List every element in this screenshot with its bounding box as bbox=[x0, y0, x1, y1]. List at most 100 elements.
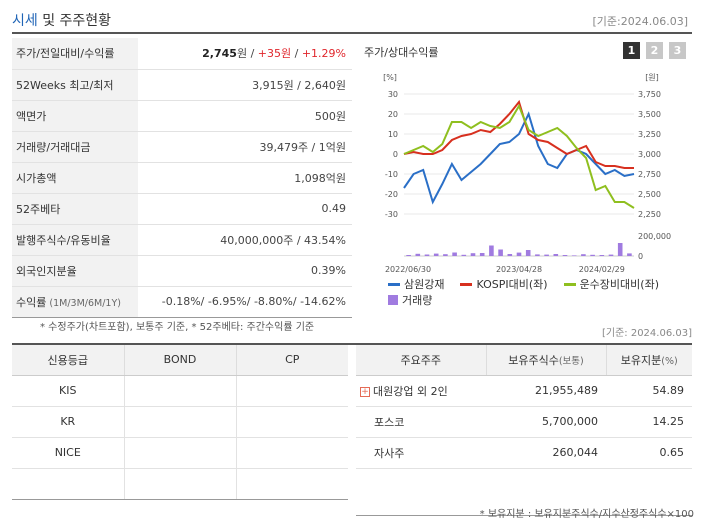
left-tick-label: 20 bbox=[388, 110, 398, 119]
volume-bar bbox=[415, 253, 421, 256]
bond-rating bbox=[123, 406, 236, 438]
quote-value: 39,479주 / 1억원 bbox=[138, 131, 352, 163]
legend-label: 거래량 bbox=[402, 294, 433, 307]
holder-pct: 14.25 bbox=[606, 406, 692, 438]
table-row bbox=[356, 468, 692, 516]
chart-panel: 주가/상대수익률 1 2 3 [%] [원] 30 20 10 0 -10 -20 -30 3,7… bbox=[360, 38, 692, 310]
quote-label: 주가/전일대비/수익률 bbox=[12, 38, 138, 70]
volume-bar bbox=[535, 254, 540, 256]
holder-name bbox=[356, 468, 486, 516]
holder-name[interactable]: 대원강업 외 2인 bbox=[373, 384, 448, 398]
chart-tabs: 1 2 3 bbox=[623, 42, 686, 59]
table-row bbox=[12, 468, 348, 500]
volume-tick-label: 200,000 bbox=[638, 232, 671, 241]
volume-bar bbox=[590, 254, 595, 256]
cp-rating bbox=[235, 468, 348, 500]
chart-tab-1[interactable]: 1 bbox=[623, 42, 640, 59]
legend-swatch bbox=[388, 282, 400, 286]
quote-row: 발행주식수/유동비율 40,000,000주 / 43.54% bbox=[12, 224, 352, 256]
series-line bbox=[403, 111, 635, 205]
chart-title: 주가/상대수익률 bbox=[364, 46, 439, 59]
volume-bar bbox=[424, 254, 430, 256]
change-rate: +1.29% bbox=[301, 47, 346, 61]
series-line bbox=[403, 99, 634, 169]
legend-row: 삼원강재 KOSPI대비(좌) 운수장비대비(좌) bbox=[388, 276, 688, 292]
header-label: 보유지분 bbox=[620, 353, 662, 367]
credit-rating-table: 신용등급 BOND CP KIS KR NICE bbox=[12, 345, 348, 500]
quote-row: 거래량/거래대금 39,479주 / 1억원 bbox=[12, 131, 352, 163]
volume-tick-label: 0 bbox=[638, 252, 643, 261]
reference-date-right: [기준: 2024.06.03] bbox=[601, 328, 692, 339]
rating-agency: KR bbox=[12, 406, 124, 438]
right-tick-label: 2,500 bbox=[638, 190, 661, 199]
legend-item-sector: 운수장비대비(좌) bbox=[563, 276, 659, 292]
expand-plus-icon[interactable]: + bbox=[360, 386, 370, 397]
right-tick-label: 2,750 bbox=[638, 170, 661, 179]
volume-bar bbox=[553, 254, 559, 256]
table-row: 자사주 260,044 0.65 bbox=[356, 437, 692, 469]
chart-tab-3[interactable]: 3 bbox=[669, 42, 686, 59]
section-title: 시세 및 주주현황 bbox=[12, 10, 111, 30]
returns-label: 수익률 bbox=[16, 295, 47, 309]
legend-item-stock: 삼원강재 bbox=[388, 276, 444, 292]
rating-agency: NICE bbox=[12, 437, 124, 469]
column-header: 보유주식수(보통) bbox=[485, 345, 606, 376]
bond-rating bbox=[123, 437, 236, 469]
left-axis-unit: [%] bbox=[383, 73, 397, 82]
column-header: 보유지분(%) bbox=[605, 345, 692, 376]
legend-label: KOSPI대비(좌) bbox=[476, 278, 548, 291]
volume-bar bbox=[479, 253, 485, 256]
volume-bar bbox=[461, 254, 467, 256]
volume-bar bbox=[443, 254, 448, 256]
right-tick-label: 3,750 bbox=[638, 90, 661, 99]
quote-value: 0.39% bbox=[138, 255, 352, 287]
quote-footnote: * 수정주가(차트포함), 보통주 기준, * 52주베타: 주간수익률 기준 bbox=[40, 322, 315, 333]
holder-name-cell: + 대원강업 외 2인 bbox=[356, 375, 486, 407]
quote-row: 52주베타 0.49 bbox=[12, 193, 352, 225]
volume-bar bbox=[525, 250, 531, 256]
left-tick-label: -20 bbox=[385, 190, 398, 199]
holder-name: 포스코 bbox=[356, 406, 486, 438]
quote-value: 3,915원 / 2,640원 bbox=[138, 69, 352, 101]
right-axis-unit: [원] bbox=[645, 73, 659, 82]
volume-bar bbox=[516, 252, 522, 256]
quote-value: 500원 bbox=[138, 100, 352, 132]
credit-header-row: 신용등급 BOND CP bbox=[12, 345, 348, 376]
returns-period-label: (1M/3M/6M/1Y) bbox=[46, 297, 121, 309]
title-rest: 및 주주현황 bbox=[37, 13, 112, 29]
volume-bar bbox=[498, 249, 503, 256]
holder-shares: 5,700,000 bbox=[486, 406, 606, 438]
section-divider bbox=[12, 343, 692, 345]
quote-row: 수익률 (1M/3M/6M/1Y) -0.18%/ -6.95%/ -8.80%… bbox=[12, 286, 352, 318]
quote-label: 외국인지분율 bbox=[12, 255, 138, 287]
holder-pct bbox=[606, 468, 692, 516]
left-tick-label: 0 bbox=[393, 150, 398, 159]
left-tick-label: 30 bbox=[388, 90, 398, 99]
x-tick-label: 2023/04/28 bbox=[496, 265, 542, 274]
quote-value: 40,000,000주 / 43.54% bbox=[138, 224, 352, 256]
header-unit: (보통) bbox=[558, 355, 584, 367]
holder-pct: 54.89 bbox=[606, 375, 692, 407]
volume-bar bbox=[489, 245, 494, 256]
table-row: + 대원강업 외 2인 21,955,489 54.89 bbox=[356, 375, 692, 407]
price-unit: 원 bbox=[236, 47, 248, 61]
quote-label: 시가총액 bbox=[12, 162, 138, 194]
price-change: +35원 bbox=[257, 47, 292, 61]
right-tick-label: 2,250 bbox=[638, 210, 661, 219]
volume-bar bbox=[452, 252, 457, 256]
quote-row: 액면가 500원 bbox=[12, 100, 352, 132]
quote-label: 발행주식수/유동비율 bbox=[12, 224, 138, 256]
rating-agency bbox=[12, 468, 124, 500]
holder-header-row: 주요주주 보유주식수(보통) 보유지분(%) bbox=[356, 345, 692, 376]
quote-label: 수익률 (1M/3M/6M/1Y) bbox=[12, 286, 138, 318]
volume-bar bbox=[599, 255, 605, 256]
volume-bar bbox=[544, 254, 549, 256]
rating-agency: KIS bbox=[12, 375, 124, 407]
legend-swatch bbox=[460, 282, 473, 286]
section-header: 시세 및 주주현황 [기준:2024.06.03] bbox=[12, 8, 692, 34]
bond-rating bbox=[123, 468, 236, 500]
chart-tab-2[interactable]: 2 bbox=[646, 42, 663, 59]
quote-value: 1,098억원 bbox=[138, 162, 352, 194]
right-tick-label: 3,250 bbox=[638, 130, 661, 139]
x-tick-label: 2024/02/29 bbox=[579, 265, 625, 274]
